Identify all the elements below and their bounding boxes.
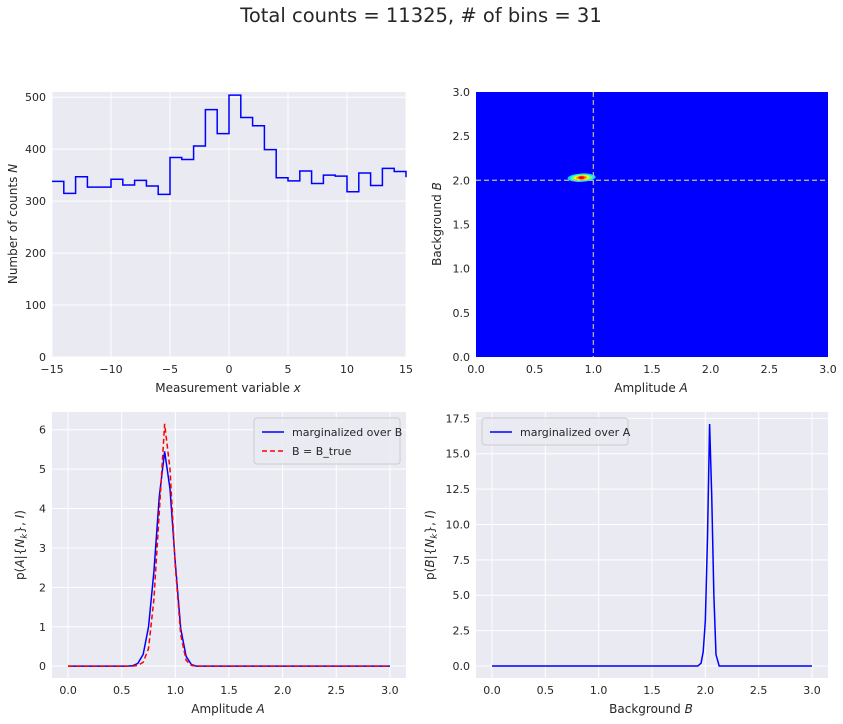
marginal-b-series-line-1 bbox=[492, 424, 812, 667]
heatmap-ytick-label: 1.5 bbox=[453, 219, 471, 232]
marginal-a-xtick-label: 0.0 bbox=[59, 684, 77, 697]
marginal-b-ytick-label: 12.5 bbox=[446, 483, 471, 496]
histogram-ylabel: Number of counts N bbox=[6, 164, 20, 284]
marginal-a-xlabel: Amplitude A bbox=[191, 702, 265, 716]
heatmap-field bbox=[476, 92, 828, 357]
marginal-a-xtick-label: 2.0 bbox=[274, 684, 292, 697]
marginal-b-ytick-label: 2.5 bbox=[453, 625, 471, 638]
marginal-a-legend-label: marginalized over B bbox=[292, 426, 402, 439]
marginal-a-legend-box bbox=[253, 417, 401, 465]
heatmap-ytick-label: 1.0 bbox=[453, 263, 471, 276]
marginal-b-xtick-label: 3.0 bbox=[803, 684, 821, 697]
posterior-heatmap-panel: 0.0 0.5 1.0 1.5 2.0 2.5 3.0 0.0 0.5 1.0 1.5 2.0 2.5 3… bbox=[430, 86, 837, 395]
heatmap-xtick-label: 1.5 bbox=[643, 363, 661, 376]
marginal-b-xtick-label: 2.0 bbox=[697, 684, 715, 697]
marginal-a-ylabel: p(A|{Nk}, I) bbox=[13, 510, 30, 580]
marginal-a-series-line-2 bbox=[68, 423, 390, 667]
heatmap-ytick-label: 0.5 bbox=[453, 307, 471, 320]
histogram-ytick-label: 300 bbox=[25, 195, 46, 208]
marginal-a-panel: 0.0 0.5 1.0 1.5 2.0 2.5 3.0 0 1 2 3 4 5 6 marginalized… bbox=[13, 412, 406, 716]
marginal-b-xtick-label: 1.5 bbox=[643, 684, 661, 697]
marginal-b-panel: 0.0 0.5 1.0 1.5 2.0 2.5 3.0 0.0 2.5 5.0 7.5 10.0 12.… bbox=[423, 412, 828, 716]
heatmap-xtick-label: 0.0 bbox=[467, 363, 485, 376]
marginal-a-ytick-label: 0 bbox=[39, 660, 46, 673]
heatmap-ytick-label: 2.5 bbox=[453, 130, 471, 143]
histogram-xtick-label: 15 bbox=[399, 363, 413, 376]
marginal-b-xtick-label: 0.5 bbox=[537, 684, 555, 697]
marginal-a-ytick-label: 1 bbox=[39, 621, 46, 634]
marginal-a-xtick-label: 1.0 bbox=[167, 684, 185, 697]
heatmap-peak-contour bbox=[578, 176, 585, 180]
marginal-a-legend-label: B = B_true bbox=[292, 445, 352, 458]
histogram-ytick-label: 200 bbox=[25, 247, 46, 260]
marginal-a-ytick-label: 2 bbox=[39, 581, 46, 594]
heatmap-xtick-label: 3.0 bbox=[819, 363, 837, 376]
marginal-b-ytick-label: 15.0 bbox=[446, 448, 471, 461]
marginal-b-ytick-label: 7.5 bbox=[453, 554, 471, 567]
marginal-b-legend-label: marginalized over A bbox=[520, 426, 631, 439]
marginal-b-legend-box bbox=[481, 417, 629, 446]
heatmap-xtick-label: 1.0 bbox=[585, 363, 603, 376]
histogram-ytick-label: 400 bbox=[25, 143, 46, 156]
histogram-xtick-label: −5 bbox=[162, 363, 178, 376]
marginal-a-xtick-label: 2.5 bbox=[328, 684, 346, 697]
heatmap-xtick-label: 0.5 bbox=[526, 363, 544, 376]
marginal-b-ylabel: p(B|{Nk}, I) bbox=[423, 510, 440, 580]
figure-title: Total counts = 11325, # of bins = 31 bbox=[239, 4, 601, 27]
marginal-b-xtick-label: 1.0 bbox=[590, 684, 608, 697]
heatmap-ytick-label: 2.0 bbox=[453, 174, 471, 187]
marginal-a-ytick-label: 3 bbox=[39, 542, 46, 555]
marginal-b-xlabel: Background B bbox=[609, 702, 693, 716]
histogram-xlabel: Measurement variable x bbox=[155, 381, 301, 395]
marginal-b-xtick-label: 0.0 bbox=[483, 684, 501, 697]
histogram-xtick-label: −10 bbox=[99, 363, 122, 376]
marginal-b-ytick-label: 17.5 bbox=[446, 412, 471, 425]
histogram-step-line bbox=[52, 94, 407, 196]
marginal-a-ytick-label: 6 bbox=[39, 424, 46, 437]
heatmap-ytick-label: 3.0 bbox=[453, 86, 471, 99]
heatmap-xtick-label: 2.5 bbox=[761, 363, 779, 376]
marginal-a-xtick-label: 3.0 bbox=[381, 684, 399, 697]
marginal-b-ytick-label: 0.0 bbox=[453, 660, 471, 673]
histogram-ytick-label: 100 bbox=[25, 299, 46, 312]
marginal-b-ytick-label: 5.0 bbox=[453, 589, 471, 602]
marginal-a-legend: marginalized over B B = B_true bbox=[253, 417, 402, 465]
marginal-b-legend: marginalized over A bbox=[481, 417, 631, 446]
histogram-xtick-label: 10 bbox=[340, 363, 354, 376]
histogram-xtick-label: 5 bbox=[285, 363, 292, 376]
marginal-a-ytick-label: 4 bbox=[39, 503, 46, 516]
marginal-b-xtick-label: 2.5 bbox=[750, 684, 768, 697]
heatmap-ylabel: Background B bbox=[430, 182, 444, 266]
marginal-a-xtick-label: 0.5 bbox=[113, 684, 131, 697]
histogram-panel: −15 −10 −5 0 5 10 15 0 100 200 300 400 500 Measureme… bbox=[6, 91, 413, 395]
heatmap-xtick-label: 2.0 bbox=[702, 363, 720, 376]
heatmap-xlabel: Amplitude A bbox=[614, 381, 688, 395]
heatmap-ytick-label: 0.0 bbox=[453, 351, 471, 364]
histogram-ytick-label: 500 bbox=[25, 91, 46, 104]
histogram-ytick-label: 0 bbox=[39, 351, 46, 364]
marginal-a-ytick-label: 5 bbox=[39, 463, 46, 476]
marginal-b-ytick-label: 10.0 bbox=[446, 518, 471, 531]
marginal-a-xtick-label: 1.5 bbox=[220, 684, 238, 697]
histogram-xtick-label: −15 bbox=[40, 363, 63, 376]
histogram-xtick-label: 0 bbox=[226, 363, 233, 376]
